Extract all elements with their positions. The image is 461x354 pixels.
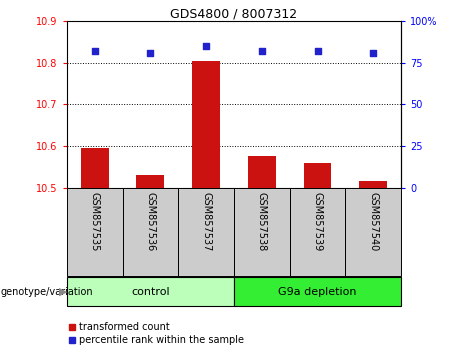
Bar (345, 188, 401, 276)
Text: GSM857539: GSM857539 (313, 192, 323, 251)
Bar (304, 162, 331, 188)
Bar (290, 188, 345, 276)
Point (258, 48, 266, 54)
Point (202, 43, 210, 49)
Text: GSM857535: GSM857535 (90, 192, 100, 251)
Point (370, 50, 377, 56)
Bar (123, 188, 178, 276)
Bar (359, 181, 387, 188)
Text: GSM857540: GSM857540 (368, 192, 378, 251)
Bar (234, 277, 401, 306)
Bar (67, 277, 234, 306)
Legend: transformed count, percentile rank within the sample: transformed count, percentile rank withi… (65, 319, 248, 349)
Bar (81, 148, 109, 188)
Text: GSM857537: GSM857537 (201, 192, 211, 251)
Title: GDS4800 / 8007312: GDS4800 / 8007312 (171, 7, 297, 20)
Bar (178, 188, 234, 276)
Point (314, 48, 321, 54)
Bar (234, 188, 290, 276)
Text: ▶: ▶ (59, 287, 67, 297)
Bar (67, 188, 123, 276)
Bar (136, 175, 164, 188)
Text: control: control (131, 287, 170, 297)
Point (147, 50, 154, 56)
Bar (248, 156, 276, 188)
Text: G9a depletion: G9a depletion (278, 287, 357, 297)
Text: GSM857538: GSM857538 (257, 192, 267, 251)
Point (91, 48, 98, 54)
Bar (192, 61, 220, 188)
Text: genotype/variation: genotype/variation (1, 287, 94, 297)
Text: GSM857536: GSM857536 (145, 192, 155, 251)
